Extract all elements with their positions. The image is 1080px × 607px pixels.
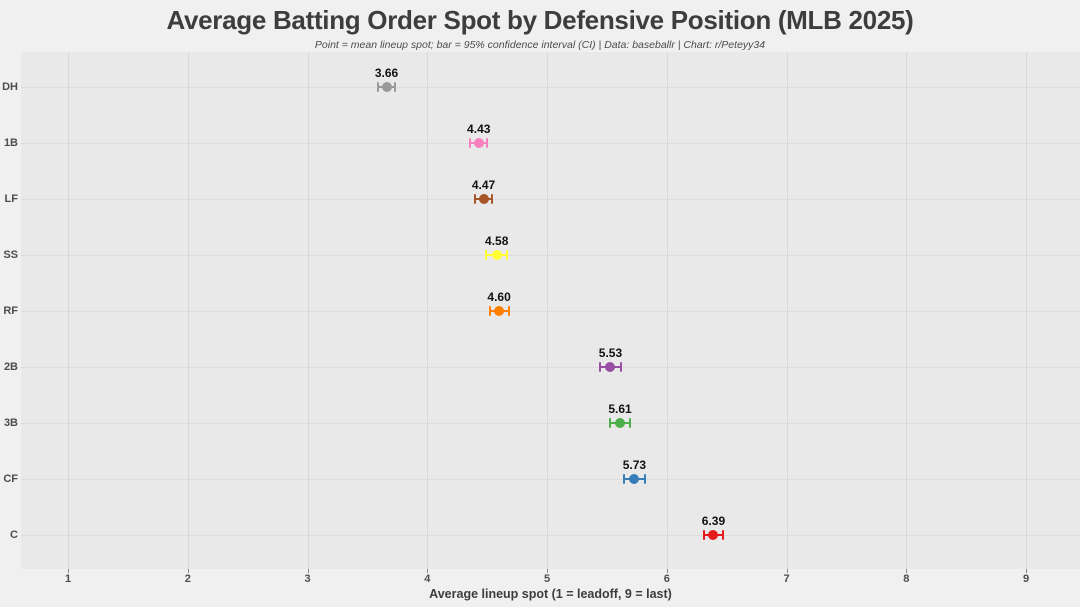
- category-dotline: [21, 87, 1080, 88]
- x-tick-label: 1: [64, 573, 72, 585]
- y-tick-label: 3B: [3, 417, 18, 429]
- value-label: 4.43: [467, 122, 491, 136]
- x-gridline: [666, 52, 668, 569]
- ci-cap-right: [644, 474, 647, 484]
- ci-cap-right: [486, 138, 489, 148]
- x-gridline: [547, 52, 548, 569]
- x-gridline: [68, 52, 69, 569]
- value-label: 5.61: [608, 402, 632, 416]
- x-tick-mark: [307, 569, 309, 573]
- chart-panel: 3.66 4.43 4.47 4.58 4.60 5.53 5.61 5.73 6.39: [21, 52, 1080, 569]
- value-label: 3.66: [374, 66, 399, 80]
- x-tick-mark: [547, 569, 548, 573]
- value-label: 5.73: [622, 458, 647, 472]
- x-tick-mark: [666, 569, 668, 573]
- mean-point: [473, 138, 484, 148]
- ci-cap-right: [507, 306, 510, 316]
- x-tick-label: 8: [903, 573, 910, 585]
- value-label: 4.47: [471, 178, 496, 192]
- x-tick-label: 2: [184, 573, 191, 585]
- ci-cap-left: [609, 418, 612, 428]
- mean-point: [491, 250, 502, 260]
- x-tick-label: 7: [783, 573, 790, 585]
- y-tick-label: CF: [3, 473, 18, 485]
- x-tick-label: 9: [1022, 573, 1030, 585]
- x-tick-label: 6: [663, 573, 670, 585]
- value-label: 4.60: [487, 290, 511, 304]
- ci-cap-left: [469, 138, 472, 148]
- value-label: 6.39: [701, 514, 726, 528]
- x-tick-label: 4: [424, 573, 431, 585]
- ci-cap-left: [377, 82, 380, 92]
- y-tick-label: 1B: [3, 137, 18, 149]
- ci-cap-right: [393, 82, 396, 92]
- x-axis-title: Average lineup spot (1 = leadoff, 9 = la…: [429, 587, 672, 601]
- ci-cap-right: [620, 362, 623, 372]
- x-tick-mark: [906, 569, 908, 573]
- mean-point: [615, 418, 626, 428]
- y-axis-labels: DH 1B LF SS RF 2B 3B CF C: [0, 52, 18, 569]
- category-dotline: [21, 255, 1080, 256]
- y-tick-label: SS: [3, 249, 18, 261]
- y-tick-label: 2B: [3, 361, 18, 373]
- ci-cap-left: [488, 306, 491, 316]
- ci-cap-right: [628, 418, 631, 428]
- x-gridline: [906, 52, 908, 569]
- y-tick-label: LF: [4, 193, 18, 205]
- ci-cap-right: [490, 194, 493, 204]
- category-dotline: [21, 367, 1080, 368]
- x-tick-mark: [68, 569, 69, 573]
- category-dotline: [21, 311, 1080, 312]
- ci-cap-left: [702, 530, 705, 540]
- mean-point: [381, 82, 392, 92]
- x-tick-label: 3: [304, 573, 311, 585]
- ci-cap-left: [598, 362, 601, 372]
- value-label: 5.53: [598, 346, 623, 360]
- x-axis: 1 2 3 4 5 6 7 8 9: [21, 569, 1080, 589]
- x-tick-mark: [187, 569, 189, 573]
- x-tick-mark: [1026, 569, 1027, 573]
- x-tick-mark: [786, 569, 788, 573]
- x-gridline: [427, 52, 429, 569]
- x-tick-mark: [427, 569, 429, 573]
- mean-point: [629, 474, 640, 484]
- x-gridline: [187, 52, 189, 569]
- y-tick-label: RF: [3, 305, 18, 317]
- y-tick-label: DH: [2, 81, 18, 93]
- x-gridline: [307, 52, 309, 569]
- x-tick-label: 5: [543, 573, 551, 585]
- category-dotline: [21, 423, 1080, 424]
- chart-subtitle: Point = mean lineup spot; bar = 95% conf…: [314, 39, 766, 51]
- x-gridline: [786, 52, 788, 569]
- mean-point: [605, 362, 616, 372]
- category-dotline: [21, 199, 1080, 200]
- mean-point: [478, 194, 489, 204]
- ci-cap-left: [622, 474, 625, 484]
- chart-title: Average Batting Order Spot by Defensive …: [166, 5, 914, 35]
- x-gridline: [1026, 52, 1027, 569]
- value-label: 4.58: [485, 234, 509, 248]
- category-dotline: [21, 143, 1080, 144]
- ci-cap-left: [484, 250, 487, 260]
- category-dotline: [21, 479, 1080, 480]
- mean-point: [708, 530, 719, 540]
- mean-point: [494, 306, 505, 316]
- ci-cap-left: [474, 194, 477, 204]
- ci-cap-right: [722, 530, 725, 540]
- category-dotline: [21, 535, 1080, 536]
- ci-cap-right: [506, 250, 509, 260]
- y-tick-label: C: [10, 529, 18, 541]
